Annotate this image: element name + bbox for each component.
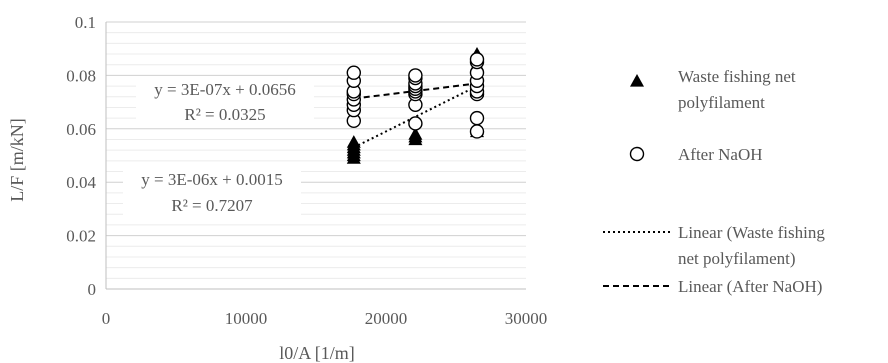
data-point-circle	[469, 110, 485, 126]
x-axis-title: l0/A [1/m]	[279, 343, 355, 363]
trendline-r-squared: R² = 0.0325	[184, 105, 265, 124]
x-tick-label: 30000	[505, 309, 548, 328]
trendline-equation: y = 3E-06x + 0.0015	[141, 170, 282, 189]
legend-label: net polyfilament)	[678, 249, 796, 268]
legend-circle-symbol	[629, 146, 645, 162]
axes	[105, 22, 526, 290]
legend-label: Linear (Waste fishing	[678, 223, 825, 242]
data-point-circle	[408, 68, 423, 83]
trendline-equations: y = 3E-06x + 0.0015 R² = 0.7207 y = 3E-07x…	[123, 76, 314, 216]
y-axis-title: L/F [m/kN]	[7, 118, 27, 202]
data-point-triangle	[346, 135, 361, 148]
gridlines	[106, 21, 526, 279]
tick-labels: 0 0.02 0.04 0.06 0.08 0.1 0 10000 20000 30000	[66, 13, 547, 328]
data-point-circle	[469, 124, 485, 139]
trendline-equation: y = 3E-07x + 0.0656	[154, 80, 295, 99]
trendline-r-squared: R² = 0.7207	[171, 196, 253, 215]
y-tick-label: 0.04	[66, 173, 96, 192]
data-point-circle	[346, 65, 361, 80]
legend-label: polyfilament	[678, 93, 765, 112]
legend: Waste fishing net polyfilament After NaOH L…	[603, 67, 825, 296]
x-tick-label: 20000	[365, 309, 408, 328]
data-point-circle	[408, 116, 423, 131]
data-point-circle	[469, 52, 485, 67]
x-tick-label: 10000	[225, 309, 268, 328]
y-tick-label: 0.08	[66, 66, 96, 85]
data-markers	[346, 47, 485, 164]
legend-label: After NaOH	[678, 145, 763, 164]
y-tick-label: 0.02	[66, 227, 96, 246]
data-point-triangle	[408, 127, 423, 140]
equation-background	[136, 76, 314, 126]
legend-triangle-symbol	[630, 74, 644, 87]
y-tick-label: 0.06	[66, 120, 96, 139]
x-tick-label: 0	[102, 309, 111, 328]
y-tick-label: 0	[88, 280, 97, 299]
y-tick-label: 0.1	[75, 13, 96, 32]
equation-background	[123, 166, 301, 216]
legend-label: Linear (After NaOH)	[678, 277, 822, 296]
legend-label: Waste fishing net	[678, 67, 796, 86]
